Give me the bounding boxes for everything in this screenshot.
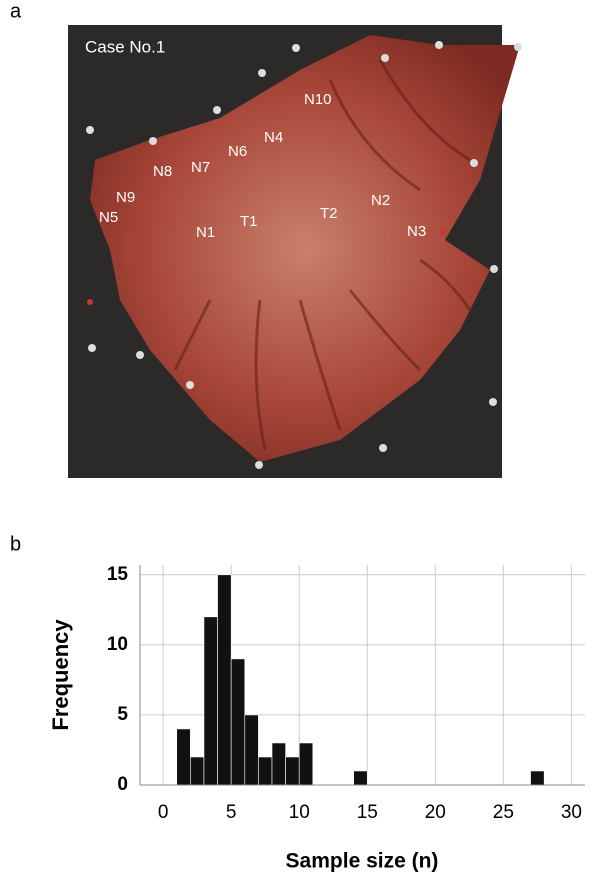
bar <box>258 756 273 786</box>
pins <box>86 41 522 469</box>
bar <box>176 728 191 786</box>
bar <box>271 742 286 786</box>
marker-label: N10 <box>304 91 332 108</box>
marker-label: N2 <box>371 192 390 209</box>
bar <box>530 770 545 786</box>
bar <box>244 714 259 786</box>
y-tick-label: 5 <box>117 704 128 725</box>
bar <box>190 756 205 786</box>
y-tick-label: 15 <box>107 564 129 585</box>
x-tick-label: 30 <box>561 802 582 823</box>
bar <box>285 756 300 786</box>
bar <box>353 770 368 786</box>
y-tick-label: 0 <box>117 774 128 795</box>
x-tick-label: 20 <box>425 802 446 823</box>
photo: Case No.1 N10 N4 N6 N7 N8 N9 N5 N1 T1 T2… <box>68 25 522 478</box>
bar <box>217 574 232 786</box>
marker-label: N7 <box>191 159 210 176</box>
case-label: Case No.1 <box>85 37 165 56</box>
marker-label: N1 <box>196 224 215 241</box>
x-tick-label: 10 <box>289 802 310 823</box>
y-tick-label: 10 <box>107 634 128 655</box>
marker-label: N4 <box>264 129 283 146</box>
tissue <box>90 35 520 462</box>
panel-label: b <box>10 533 21 555</box>
marker-label: T1 <box>240 213 258 230</box>
bar <box>230 658 246 786</box>
x-axis-label: Sample size (n) <box>286 850 439 873</box>
marker-label: N9 <box>116 189 135 206</box>
folds <box>173 59 472 451</box>
x-tick-label: 25 <box>493 802 514 823</box>
bar <box>203 616 218 786</box>
marker-label: N3 <box>407 223 426 240</box>
y-axis-label: Frequency <box>48 619 73 731</box>
marker-label: N8 <box>153 163 172 180</box>
marker-label: T2 <box>320 205 338 222</box>
marker-label: N6 <box>228 143 247 160</box>
marker-label: N5 <box>99 209 118 226</box>
x-tick-label: 0 <box>158 802 169 823</box>
panel-label: a <box>10 0 22 22</box>
x-tick-label: 5 <box>226 802 237 823</box>
x-tick-label: 15 <box>357 802 378 823</box>
bar <box>298 742 314 786</box>
